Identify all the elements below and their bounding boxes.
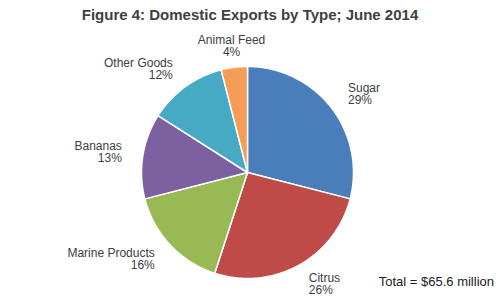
svg-text:Citrus26%: Citrus26% <box>309 271 340 297</box>
svg-text:Marine Products16%: Marine Products16% <box>67 246 155 272</box>
html-text:Total = $65.6 million: Total = $65.6 million <box>378 274 494 289</box>
html-text:Figure 4: Domestic Exports by: Figure 4: Domestic Exports by Type; June… <box>81 6 419 23</box>
svg-text:Sugar29%: Sugar29% <box>348 81 380 107</box>
svg-text:Bananas13%: Bananas13% <box>74 139 122 165</box>
svg-text:Animal Feed4%: Animal Feed4% <box>198 33 265 59</box>
svg-text:Other Goods12%: Other Goods12% <box>104 56 173 82</box>
